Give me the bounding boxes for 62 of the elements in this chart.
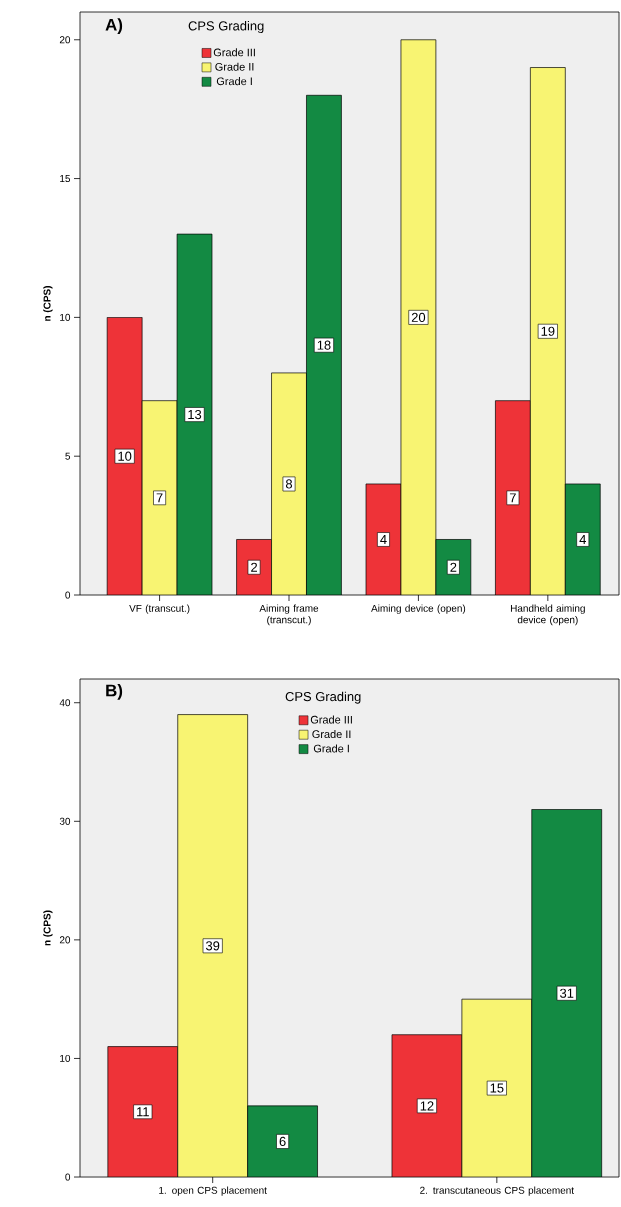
data-label: 2 bbox=[450, 562, 457, 572]
bar bbox=[530, 67, 566, 596]
bar bbox=[107, 1046, 179, 1178]
data-label: 4 bbox=[579, 535, 586, 544]
data-label: 12 bbox=[420, 1101, 434, 1111]
x-tick-label: 2. transcutaneous CPS placement bbox=[420, 1186, 574, 1196]
y-tick-label: 10 bbox=[60, 1054, 71, 1062]
y-tick-label: 10 bbox=[60, 313, 71, 321]
y-tick-label: 0 bbox=[65, 1173, 71, 1181]
data-label: 39 bbox=[205, 941, 220, 951]
chart-title: B) bbox=[106, 684, 123, 700]
bar bbox=[142, 400, 178, 596]
data-label: 8 bbox=[285, 479, 293, 489]
data-label: 31 bbox=[560, 988, 574, 998]
y-tick-label: 20 bbox=[59, 36, 71, 44]
bar bbox=[306, 95, 342, 596]
bar bbox=[247, 1105, 318, 1178]
legend-label: Grade I bbox=[313, 744, 349, 753]
x-tick-label: Aiming frame (transcut.) bbox=[259, 604, 319, 626]
legend-label: Grade III bbox=[310, 715, 352, 724]
data-label: 6 bbox=[279, 1136, 286, 1147]
data-label: 20 bbox=[411, 312, 426, 322]
data-label: 2 bbox=[251, 562, 258, 572]
legend-label: Grade I bbox=[216, 77, 252, 86]
legend-title: CPS Grading bbox=[285, 691, 361, 704]
bar bbox=[564, 483, 601, 596]
x-tick-label: Aiming device (open) bbox=[371, 604, 466, 614]
bar bbox=[177, 714, 248, 1178]
y-tick-label: 15 bbox=[60, 175, 71, 183]
y-tick-label: 30 bbox=[59, 817, 71, 825]
y-tick-label: 0 bbox=[65, 591, 71, 599]
y-tick-label: 40 bbox=[59, 699, 71, 707]
data-label: 19 bbox=[541, 326, 555, 336]
data-label: 11 bbox=[137, 1107, 149, 1117]
legend-label: Grade II bbox=[312, 729, 351, 739]
x-tick-label: VF (transcut.) bbox=[129, 604, 190, 614]
bar bbox=[366, 483, 401, 596]
bar bbox=[531, 809, 603, 1178]
bar bbox=[271, 372, 307, 596]
bar bbox=[107, 317, 143, 596]
data-label: 7 bbox=[156, 493, 163, 503]
x-tick-label: 1. open CPS placement bbox=[159, 1186, 267, 1196]
data-label: 4 bbox=[380, 535, 387, 544]
bar bbox=[495, 400, 531, 596]
data-label: 15 bbox=[490, 1083, 504, 1093]
x-tick-label: Handheld aiming device (open) bbox=[510, 604, 585, 626]
bar bbox=[177, 234, 212, 596]
bar bbox=[391, 1034, 463, 1178]
bar bbox=[461, 998, 533, 1178]
y-axis-title: n (CPS) bbox=[43, 910, 53, 946]
bar bbox=[400, 39, 436, 596]
legend-label: Grade III bbox=[213, 48, 255, 57]
data-label: 18 bbox=[317, 340, 331, 350]
data-label: 7 bbox=[509, 493, 516, 503]
legend-title: CPS Grading bbox=[188, 20, 264, 34]
y-axis-title: n (CPS) bbox=[43, 286, 53, 321]
data-label: 13 bbox=[188, 409, 202, 420]
chart-title: A) bbox=[105, 18, 123, 35]
y-tick-label: 5 bbox=[65, 452, 71, 460]
y-tick-label: 20 bbox=[59, 936, 71, 944]
data-label: 10 bbox=[118, 451, 132, 461]
legend-label: Grade II bbox=[215, 62, 254, 71]
